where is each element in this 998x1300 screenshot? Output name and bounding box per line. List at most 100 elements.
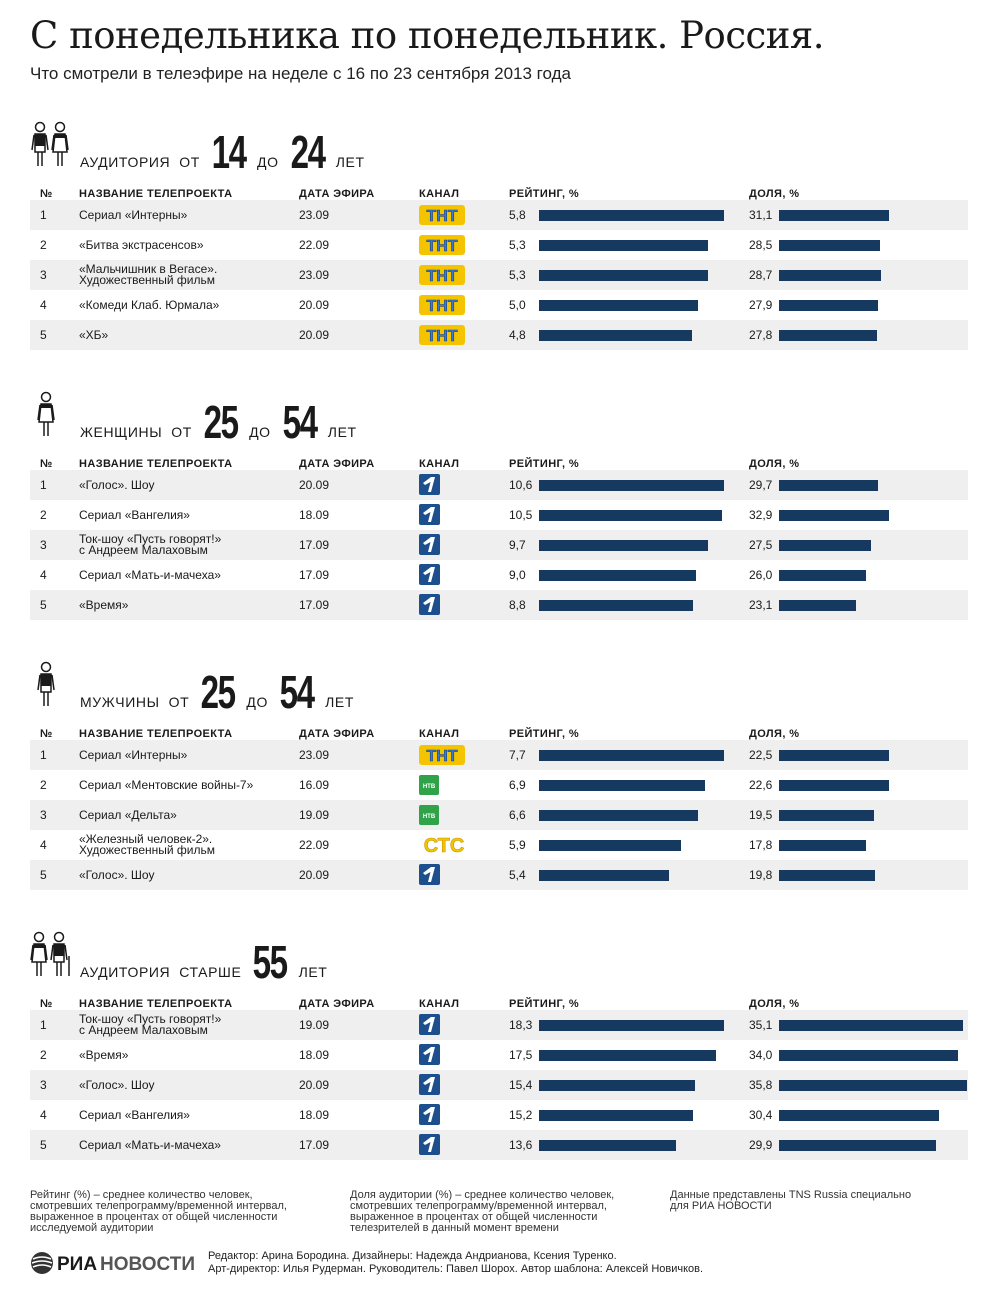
label-word: МУЖЧИНЫ xyxy=(80,694,160,710)
air-date: 17.09 xyxy=(299,567,330,582)
rating-label: 5,9 xyxy=(509,837,526,852)
column-header-name: НАЗВАНИЕ ТЕЛЕПРОЕКТА xyxy=(79,188,233,200)
audience-section: АУДИТОРИЯ СТАРШЕ 55 ЛЕТ № НАЗВАНИЕ ТЕЛЕПРО… xyxy=(30,920,968,1170)
label-word: АУДИТОРИЯ xyxy=(80,964,171,980)
table-row: 3 «Мальчишник в Вегасе». Художественный ф… xyxy=(30,260,968,290)
label-word: ЛЕТ xyxy=(327,424,357,440)
table-row: 3 «Голос». Шоу 20.09 1 15,4 35,8 xyxy=(30,1070,968,1100)
ria-globe-icon: РИА НОВОСТИ xyxy=(31,1252,195,1275)
air-date: 17.09 xyxy=(299,597,330,612)
section-label: МУЖЧИНЫ ОТ 25 ДО 54 ЛЕТ xyxy=(80,666,354,718)
first-channel-logo-text: 1 xyxy=(436,612,437,614)
column-header-channel: КАНАЛ xyxy=(419,998,460,1010)
first-channel-logo-text: 1 xyxy=(436,582,437,584)
program-name: Сериал «Мать-и-мачеха» xyxy=(79,1137,221,1152)
program-name: «Комеди Клаб. Юрмала» xyxy=(79,297,220,312)
label-word: ДО xyxy=(246,694,268,710)
credits-line-1: Редактор: Арина Бородина. Дизайнеры: Над… xyxy=(208,1250,617,1262)
rating-bar xyxy=(539,510,722,521)
program-name: Ток-шоу «Пусть говорят!» с Андреем Малах… xyxy=(79,1012,222,1037)
first-channel-logo-icon: 1 xyxy=(419,534,440,555)
first-channel-logo-icon: 1 xyxy=(419,1014,440,1035)
rating-bar xyxy=(539,870,669,881)
share-label: 32,9 xyxy=(749,507,773,522)
share-label: 34,0 xyxy=(749,1047,773,1062)
row-number: 1 xyxy=(40,207,47,222)
label-word: ОТ xyxy=(171,424,192,440)
program-name: «Голос». Шоу xyxy=(79,477,155,492)
column-header-num: № xyxy=(40,998,53,1010)
label-word: ОТ xyxy=(179,154,200,170)
section-header: ЖЕНЩИНЫ ОТ 25 ДО 54 ЛЕТ xyxy=(30,380,968,445)
section-header: АУДИТОРИЯ ОТ 14 ДО 24 ЛЕТ xyxy=(30,110,968,175)
column-header-channel: КАНАЛ xyxy=(419,188,460,200)
label-word: ДО xyxy=(257,154,279,170)
first-channel-logo-icon: 1 xyxy=(419,1104,440,1125)
program-name: Сериал «Ментовские войны-7» xyxy=(79,777,254,792)
row-number: 4 xyxy=(40,567,47,582)
column-header-date: ДАТА ЭФИРА xyxy=(299,458,375,470)
first-channel-logo-text: 1 xyxy=(436,552,437,554)
share-label: 29,9 xyxy=(749,1137,773,1152)
rating-definition: Рейтинг (%) – среднее количество человек… xyxy=(30,1189,287,1234)
share-label: 22,6 xyxy=(749,777,773,792)
table-row: 4 Сериал «Вангелия» 18.09 1 15,2 30,4 xyxy=(30,1100,968,1130)
rating-label: 10,6 xyxy=(509,477,533,492)
audience-section: МУЖЧИНЫ ОТ 25 ДО 54 ЛЕТ № НАЗВАНИЕ ТЕЛЕПРО… xyxy=(30,650,968,900)
column-header-share: ДОЛЯ, % xyxy=(749,458,800,470)
share-label: 17,8 xyxy=(749,837,773,852)
rating-bar xyxy=(539,330,692,341)
program-name: Сериал «Интерны» xyxy=(79,747,188,762)
share-bar xyxy=(779,330,877,341)
first-channel-logo-icon: 1 xyxy=(419,564,440,585)
column-header-share: ДОЛЯ, % xyxy=(749,998,800,1010)
program-name: Сериал «Вангелия» xyxy=(79,507,190,522)
share-label: 22,5 xyxy=(749,747,773,762)
row-number: 5 xyxy=(40,1137,47,1152)
elderly-couple-icon xyxy=(30,931,70,976)
program-name: «Время» xyxy=(79,1047,129,1062)
label-word: ЛЕТ xyxy=(335,154,365,170)
row-number: 3 xyxy=(40,807,47,822)
row-number: 5 xyxy=(40,867,47,882)
column-header-rating: РЕЙТИНГ, % xyxy=(509,458,580,470)
row-number: 3 xyxy=(40,1077,47,1092)
age-number: 25 xyxy=(200,666,236,718)
program-name: «Время» xyxy=(79,597,129,612)
share-label: 31,1 xyxy=(749,207,773,222)
label-word: ЖЕНЩИНЫ xyxy=(80,424,163,440)
first-channel-logo-text: 1 xyxy=(436,1092,437,1094)
share-bar xyxy=(779,240,880,251)
row-number: 4 xyxy=(40,837,47,852)
first-channel-logo-text: 1 xyxy=(436,882,437,884)
first-channel-logo-text: 1 xyxy=(436,522,437,524)
young-couple-icon xyxy=(31,121,69,166)
tnt-logo-icon: ТНТ xyxy=(419,265,465,285)
row-number: 2 xyxy=(40,777,47,792)
rating-label: 6,9 xyxy=(509,777,526,792)
share-label: 28,7 xyxy=(749,267,773,282)
share-label: 30,4 xyxy=(749,1107,773,1122)
share-bar xyxy=(779,870,875,881)
first-channel-logo-text: 1 xyxy=(436,1122,437,1124)
label-word: АУДИТОРИЯ xyxy=(80,154,171,170)
program-name: «Битва экстрасенсов» xyxy=(79,237,204,252)
woman-icon xyxy=(37,391,55,436)
table-row: 1 «Голос». Шоу 20.09 1 10,6 29,7 xyxy=(30,470,968,500)
share-label: 19,5 xyxy=(749,807,773,822)
row-number: 5 xyxy=(40,597,47,612)
column-header-rating: РЕЙТИНГ, % xyxy=(509,728,580,740)
column-header-date: ДАТА ЭФИРА xyxy=(299,728,375,740)
tnt-logo-icon: ТНТ xyxy=(419,325,465,345)
share-bar xyxy=(779,1020,963,1031)
first-channel-logo-icon: 1 xyxy=(419,504,440,525)
column-header-share: ДОЛЯ, % xyxy=(749,188,800,200)
share-bar xyxy=(779,570,866,581)
table-row: 3 Сериал «Дельта» 19.09 НТВ 6,6 19,5 xyxy=(30,800,968,830)
air-date: 18.09 xyxy=(299,1047,330,1062)
rating-label: 6,6 xyxy=(509,807,526,822)
ria-novosti-logo: РИА НОВОСТИ xyxy=(30,1250,202,1281)
column-header-num: № xyxy=(40,188,53,200)
column-header-channel: КАНАЛ xyxy=(419,458,460,470)
section-label: АУДИТОРИЯ СТАРШЕ 55 ЛЕТ xyxy=(80,939,327,985)
